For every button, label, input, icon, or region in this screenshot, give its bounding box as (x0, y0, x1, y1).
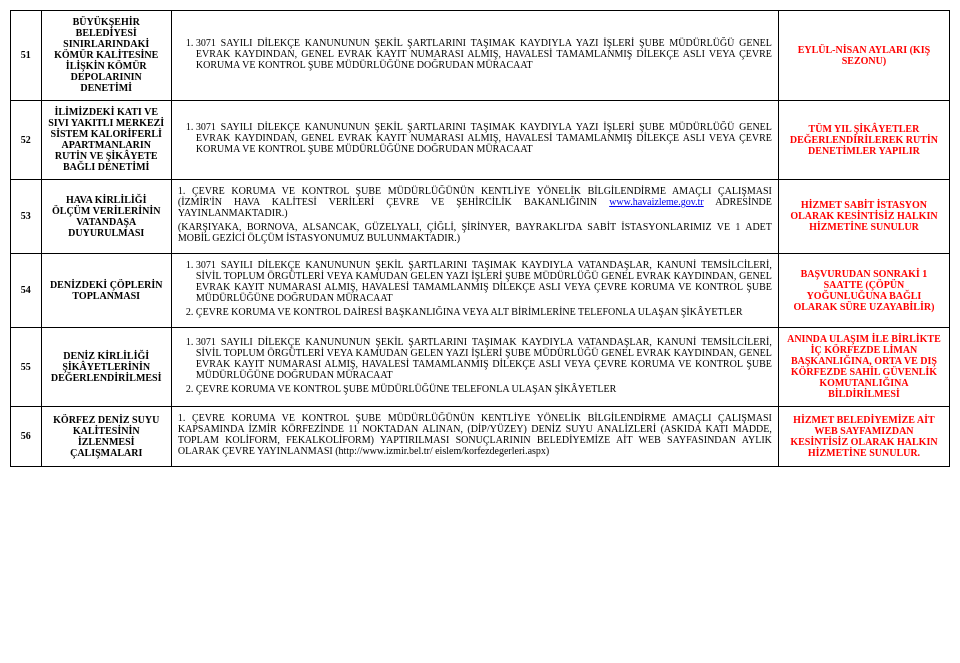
service-duration: HİZMET BELEDİYEMİZE AİT WEB SAYFAMIZDAN … (778, 407, 949, 467)
services-table: 51BÜYÜKŞEHİR BELEDİYESİ SINIRLARINDAKİ K… (10, 10, 950, 467)
service-duration: BAŞVURUDAN SONRAKİ 1 SAATTE (ÇÖPÜN YOĞUN… (778, 254, 949, 328)
description-paragraph: 1. ÇEVRE KORUMA VE KONTROL ŞUBE MÜDÜRLÜĞ… (178, 413, 772, 457)
service-duration: HİZMET SABİT İSTASYON OLARAK KESİNTİSİZ … (778, 180, 949, 254)
service-description: 3071 SAYILI DİLEKÇE KANUNUNUN ŞEKİL ŞART… (171, 254, 778, 328)
description-item: 3071 SAYILI DİLEKÇE KANUNUNUN ŞEKİL ŞART… (196, 337, 772, 381)
service-duration: ANINDA ULAŞIM İLE BİRLİKTE İÇ KÖRFEZDE L… (778, 328, 949, 407)
row-number: 51 (11, 11, 42, 101)
service-description: 3071 SAYILI DİLEKÇE KANUNUNUN ŞEKİL ŞART… (171, 101, 778, 180)
row-number: 54 (11, 254, 42, 328)
description-paragraph: (KARŞIYAKA, BORNOVA, ALSANCAK, GÜZELYALI… (178, 222, 772, 244)
service-description: 3071 SAYILI DİLEKÇE KANUNUNUN ŞEKİL ŞART… (171, 328, 778, 407)
service-title: DENİZ KİRLİLİĞİ ŞİKÂYETLERİNİN DEĞERLEND… (41, 328, 171, 407)
service-description: 1. ÇEVRE KORUMA VE KONTROL ŞUBE MÜDÜRLÜĞ… (171, 180, 778, 254)
external-link[interactable]: www.havaizleme.gov.tr (609, 197, 704, 208)
service-title: HAVA KİRLİLİĞİ ÖLÇÜM VERİLERİNİN VATANDA… (41, 180, 171, 254)
description-item: 3071 SAYILI DİLEKÇE KANUNUNUN ŞEKİL ŞART… (196, 260, 772, 304)
description-item: 3071 SAYILI DİLEKÇE KANUNUNUN ŞEKİL ŞART… (196, 122, 772, 155)
service-description: 3071 SAYILI DİLEKÇE KANUNUNUN ŞEKİL ŞART… (171, 11, 778, 101)
description-paragraph: 1. ÇEVRE KORUMA VE KONTROL ŞUBE MÜDÜRLÜĞ… (178, 186, 772, 219)
service-title: KÖRFEZ DENİZ SUYU KALİTESİNİN İZLENMESİ … (41, 407, 171, 467)
service-description: 1. ÇEVRE KORUMA VE KONTROL ŞUBE MÜDÜRLÜĞ… (171, 407, 778, 467)
table-row: 54DENİZDEKİ ÇÖPLERİN TOPLANMASI 3071 SAYI… (11, 254, 950, 328)
row-number: 56 (11, 407, 42, 467)
table-row: 56KÖRFEZ DENİZ SUYU KALİTESİNİN İZLENMES… (11, 407, 950, 467)
row-number: 52 (11, 101, 42, 180)
service-duration: TÜM YIL ŞİKÂYETLER DEĞERLENDİRİLEREK RUT… (778, 101, 949, 180)
service-title: İLİMİZDEKİ KATI VE SIVI YAKITLI MERKEZİ … (41, 101, 171, 180)
row-number: 55 (11, 328, 42, 407)
table-row: 51BÜYÜKŞEHİR BELEDİYESİ SINIRLARINDAKİ K… (11, 11, 950, 101)
service-duration: EYLÜL-NİSAN AYLARI (KIŞ SEZONU) (778, 11, 949, 101)
service-title: BÜYÜKŞEHİR BELEDİYESİ SINIRLARINDAKİ KÖM… (41, 11, 171, 101)
description-item: ÇEVRE KORUMA VE KONTROL DAİRESİ BAŞKANLI… (196, 307, 772, 318)
description-item: ÇEVRE KORUMA VE KONTROL ŞUBE MÜDÜRLÜĞÜNE… (196, 384, 772, 395)
table-row: 52İLİMİZDEKİ KATI VE SIVI YAKITLI MERKEZ… (11, 101, 950, 180)
service-title: DENİZDEKİ ÇÖPLERİN TOPLANMASI (41, 254, 171, 328)
table-row: 53HAVA KİRLİLİĞİ ÖLÇÜM VERİLERİNİN VATAN… (11, 180, 950, 254)
description-item: 3071 SAYILI DİLEKÇE KANUNUNUN ŞEKİL ŞART… (196, 38, 772, 71)
row-number: 53 (11, 180, 42, 254)
table-row: 55DENİZ KİRLİLİĞİ ŞİKÂYETLERİNİN DEĞERLE… (11, 328, 950, 407)
